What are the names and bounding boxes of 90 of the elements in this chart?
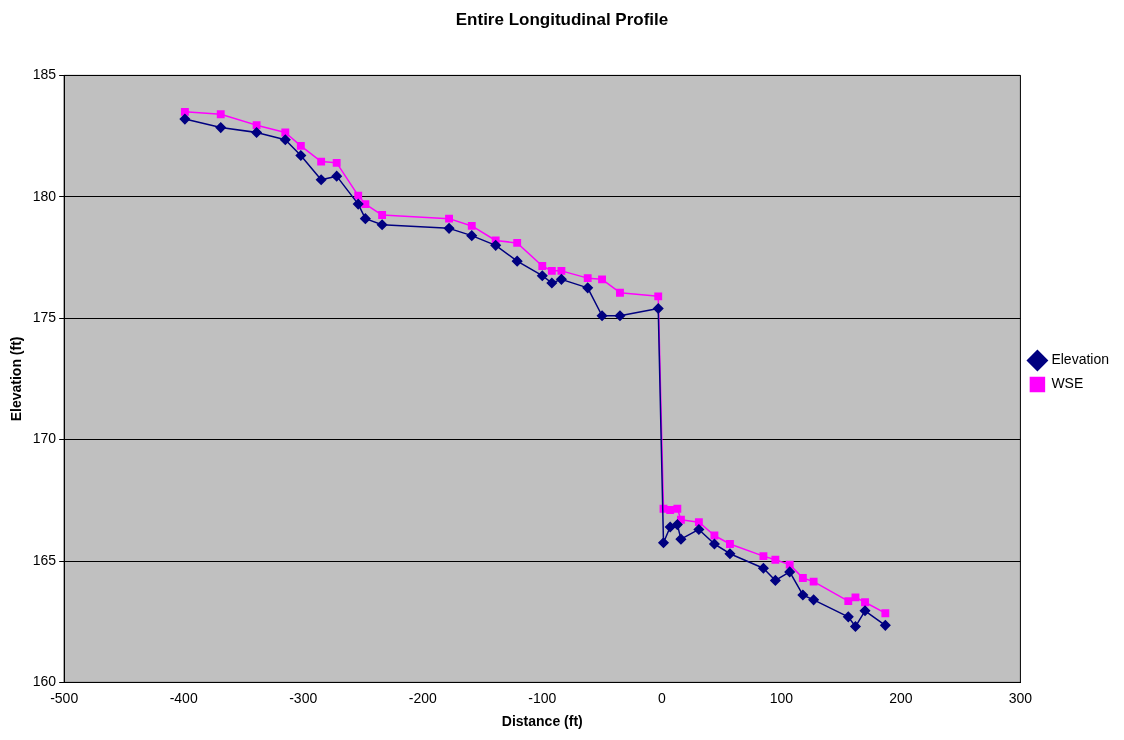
point [652, 303, 664, 314]
x-tick-label: -100 [528, 689, 557, 706]
point [758, 563, 769, 574]
legend-label: WSE [1051, 375, 1084, 392]
point [315, 174, 327, 186]
point [352, 198, 364, 210]
point [378, 211, 387, 219]
point [808, 594, 819, 606]
point [770, 575, 781, 586]
point [467, 222, 476, 230]
point [179, 113, 191, 125]
point [582, 282, 593, 294]
point [809, 577, 818, 586]
point [596, 310, 608, 322]
point [709, 538, 720, 550]
point [490, 240, 501, 251]
point [361, 200, 370, 209]
point [785, 560, 794, 569]
point [360, 213, 371, 224]
point [880, 620, 891, 631]
x-tick-label: -500 [50, 689, 79, 706]
point [851, 593, 860, 602]
point [771, 555, 780, 564]
point [280, 134, 291, 145]
point [654, 292, 663, 301]
x-tick-label: 300 [1008, 689, 1033, 706]
point [672, 519, 683, 530]
point [546, 277, 558, 289]
y-tick-label: 175 [32, 309, 57, 326]
point [295, 150, 307, 161]
y-tick-label: 185 [32, 66, 57, 83]
point [881, 609, 890, 618]
point [666, 506, 675, 514]
point [331, 170, 342, 182]
point [317, 157, 326, 166]
point [354, 191, 363, 200]
x-axis-title: Distance (ft) [501, 713, 583, 730]
y-axis-title: Elevation (ft) [8, 336, 25, 422]
point [556, 274, 567, 285]
point [216, 110, 225, 119]
point [443, 223, 455, 234]
point [850, 621, 861, 632]
point [861, 598, 869, 607]
point [296, 141, 305, 150]
point [693, 524, 705, 535]
point [445, 214, 453, 223]
legend-label: Elevation [1051, 351, 1109, 368]
point [251, 127, 262, 138]
point [843, 611, 854, 623]
point [557, 266, 566, 275]
point [673, 504, 682, 513]
point [598, 275, 606, 284]
point [376, 219, 388, 230]
chart-title: Entire Longitudinal Profile [455, 9, 669, 29]
point [797, 589, 809, 601]
x-tick-label: 0 [657, 689, 666, 706]
point [616, 288, 624, 297]
y-tick-label: 165 [32, 551, 57, 568]
point [844, 597, 853, 605]
point [538, 262, 547, 270]
x-tick-label: 200 [889, 689, 913, 706]
point [614, 310, 626, 322]
x-tick-label: -200 [408, 689, 437, 706]
point [724, 548, 736, 559]
point [664, 521, 676, 533]
x-tick-label: 100 [769, 689, 794, 706]
point [583, 274, 592, 283]
point [180, 107, 189, 116]
y-tick-label: 170 [32, 430, 57, 447]
point [710, 531, 719, 540]
point [658, 537, 669, 549]
point [798, 574, 807, 582]
y-tick-label: 180 [32, 187, 57, 204]
point [215, 122, 226, 133]
point [675, 533, 687, 545]
x-tick-label: -400 [169, 689, 198, 706]
point [784, 566, 795, 578]
point [513, 239, 522, 247]
point [511, 255, 523, 267]
point [547, 266, 556, 275]
y-tick-label: 160 [32, 673, 57, 690]
point [537, 270, 548, 281]
point [726, 540, 734, 548]
point [466, 230, 478, 241]
point [759, 552, 768, 561]
point [694, 518, 703, 527]
x-tick-label: -300 [289, 689, 318, 706]
point [859, 605, 871, 617]
point [332, 158, 341, 167]
point [252, 121, 261, 130]
